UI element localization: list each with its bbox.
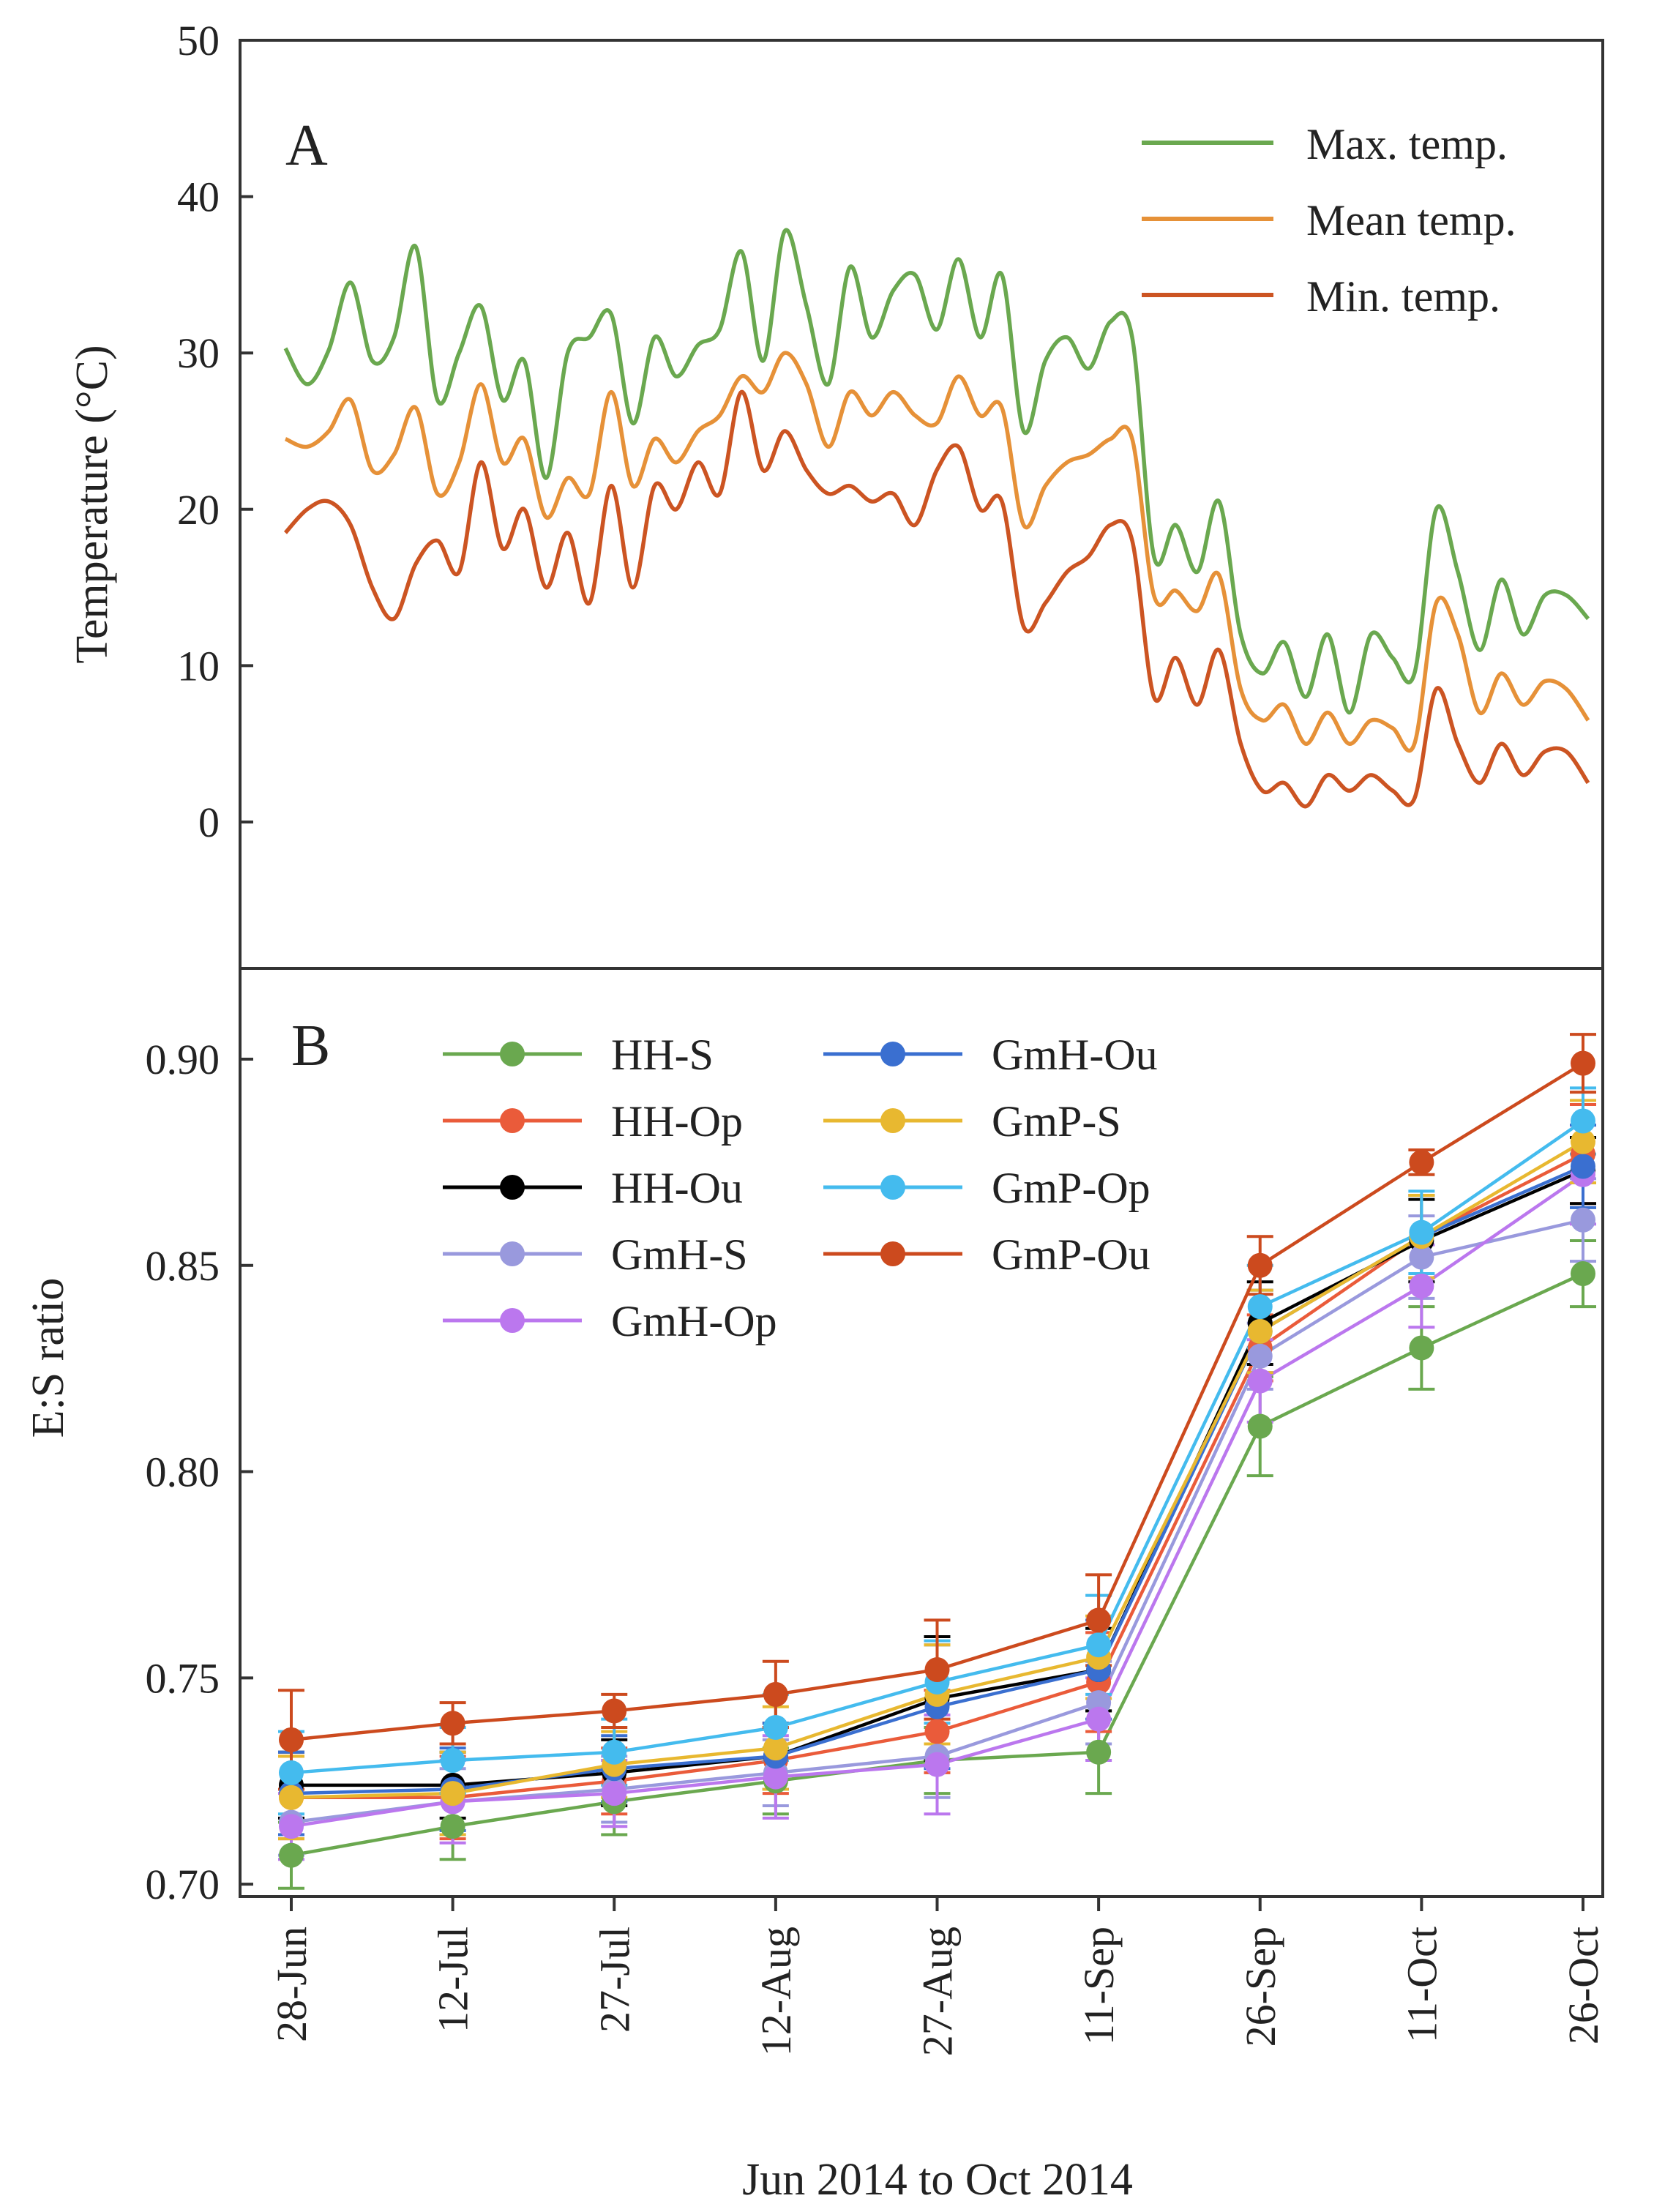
panel-b-data-point <box>1409 1335 1434 1361</box>
panel-a-series-line <box>283 389 1590 809</box>
panel-b-data-point <box>1247 1368 1273 1394</box>
panel-b-data-point <box>924 1719 950 1744</box>
panel-b-xtick-label: 28-Jun <box>268 1927 315 2042</box>
panel-b-data-point <box>763 1714 788 1740</box>
panel-a-legend-label: Min. temp. <box>1306 272 1500 321</box>
panel-b-legend-label: GmP-Ou <box>992 1230 1150 1279</box>
panel-b-data-point <box>279 1842 304 1868</box>
panel-b-data-point <box>279 1727 304 1752</box>
panel-b-legend-marker <box>500 1241 525 1266</box>
panel-b-data-point <box>1247 1294 1273 1320</box>
panel-b-legend-marker <box>880 1241 905 1266</box>
panel-b-data-point <box>1086 1632 1112 1658</box>
panel-b-xtick-label: 26-Oct <box>1560 1927 1607 2044</box>
panel-a-ylabel: Temperature (°C) <box>67 345 117 663</box>
panel-b-legend-label: HH-Op <box>611 1097 743 1146</box>
panel-b-data-point <box>1409 1219 1434 1245</box>
panel-b-data-point <box>1409 1244 1434 1270</box>
panel-a-series-line <box>284 351 1590 753</box>
panel-b-data-point <box>440 1781 465 1806</box>
panel-b-ytick-label: 0.85 <box>146 1242 220 1290</box>
panel-b-data-point <box>1409 1149 1434 1175</box>
panel-b-data-point <box>440 1711 465 1736</box>
panel-b-legend-marker <box>500 1042 525 1066</box>
panel-b-legend-label: GmH-Op <box>611 1297 777 1345</box>
panel-a-ytick-label: 40 <box>177 173 220 221</box>
panel-b-ytick-label: 0.90 <box>146 1036 220 1083</box>
panel-b-legend-label: GmP-S <box>992 1097 1121 1146</box>
panel-b-data-point <box>1571 1108 1595 1134</box>
panel-b-frame <box>239 967 1604 1898</box>
panel-b-data-point <box>763 1735 788 1761</box>
panel-b-data-point <box>924 1657 950 1683</box>
panel-b-data-point <box>440 1748 465 1774</box>
panel-b-data-point <box>924 1752 950 1777</box>
panel-a-legend: Max. temp. Mean temp. Min. temp. <box>1142 120 1516 321</box>
panel-b-ytick-label: 0.75 <box>146 1654 220 1702</box>
panel-b-xtick-label: 11-Oct <box>1398 1927 1445 2043</box>
panel-b-data-point <box>763 1681 788 1707</box>
panel-a-plot: 0 10 20 30 40 50 <box>177 17 1590 846</box>
panel-b-data-point <box>1571 1154 1595 1179</box>
panel-b-legend: HH-S HH-Op HH-Ou GmH-S GmH-Op GmH-Ou GmP-S GmP-… <box>443 1031 1158 1345</box>
panel-b-legend-label: HH-Ou <box>611 1164 743 1212</box>
panel-b-data-point <box>763 1764 788 1790</box>
panel-a-ytick-label: 0 <box>198 799 220 846</box>
panel-b-legend-marker <box>500 1108 525 1133</box>
panel-a-ytick-label: 50 <box>177 17 220 64</box>
panel-b-legend-marker <box>880 1042 905 1066</box>
panel-b-plot: 0.70 0.75 0.80 0.85 0.90 28-Jun 12-Jul 27-Jul 12… <box>146 1033 1607 2056</box>
panel-b-legend-label: GmP-Op <box>992 1164 1150 1212</box>
panel-b-xtick-label: 27-Aug <box>914 1927 962 2056</box>
panel-b-data-point <box>279 1785 304 1810</box>
panel-b-data-point <box>1086 1607 1112 1633</box>
panel-b-ytick-label: 0.80 <box>146 1449 220 1496</box>
panel-b-legend-label: GmH-Ou <box>992 1031 1158 1079</box>
panel-a-legend-label: Max. temp. <box>1306 120 1508 168</box>
panel-a-series-line <box>283 228 1590 715</box>
panel-a-ytick-label: 30 <box>177 329 220 377</box>
panel-b-ytick-label: 0.70 <box>146 1861 220 1908</box>
panel-b-data-point <box>602 1781 627 1806</box>
panel-b-xtick-label: 11-Sep <box>1075 1927 1123 2045</box>
panel-b-xtick-label: 26-Sep <box>1237 1927 1284 2047</box>
panel-a-ytick-label: 10 <box>177 642 220 690</box>
panel-a-frame <box>239 39 1604 970</box>
panel-b-ylabel: E:S ratio <box>23 1278 73 1438</box>
panel-b-data-point <box>279 1760 304 1785</box>
panel-b-data-point <box>1086 1739 1112 1765</box>
panel-b-legend-marker <box>880 1108 905 1133</box>
panel-b-legend-label: HH-S <box>611 1031 714 1079</box>
panel-b-data-point <box>1247 1343 1273 1369</box>
panel-b-legend-marker <box>880 1175 905 1200</box>
panel-b-data-point <box>1086 1706 1112 1732</box>
panel-b-data-point <box>1571 1207 1595 1233</box>
panel-b-legend-label: GmH-S <box>611 1230 748 1279</box>
panel-b-data-point <box>279 1814 304 1839</box>
panel-b-xtick-label: 27-Jul <box>591 1927 638 2033</box>
panel-b-data-point <box>1247 1318 1273 1344</box>
panel-b-data-point <box>1571 1261 1595 1287</box>
panel-b-data-point <box>1409 1273 1434 1299</box>
panel-a-legend-label: Mean temp. <box>1306 196 1516 244</box>
panel-b-data-point <box>440 1814 465 1839</box>
panel-a-ytick-label: 20 <box>177 486 220 534</box>
panel-b-xtick-label: 12-Jul <box>430 1927 477 2033</box>
panel-b-data-point <box>1571 1129 1595 1154</box>
panel-b-data-point <box>602 1739 627 1765</box>
x-axis-label: Jun 2014 to Oct 2014 <box>742 2155 1133 2205</box>
panel-b-data-point <box>1247 1252 1273 1278</box>
panel-b-data-point <box>1571 1050 1595 1076</box>
panel-b-legend-marker <box>500 1308 525 1333</box>
panel-b-xtick-label: 12-Aug <box>752 1927 800 2056</box>
panel-b-letter: B <box>291 1014 330 1078</box>
panel-b-data-point <box>602 1698 627 1724</box>
panel-b-legend-marker <box>500 1175 525 1200</box>
panel-b-data-point <box>1247 1413 1273 1439</box>
panel-a-letter: A <box>285 113 328 178</box>
